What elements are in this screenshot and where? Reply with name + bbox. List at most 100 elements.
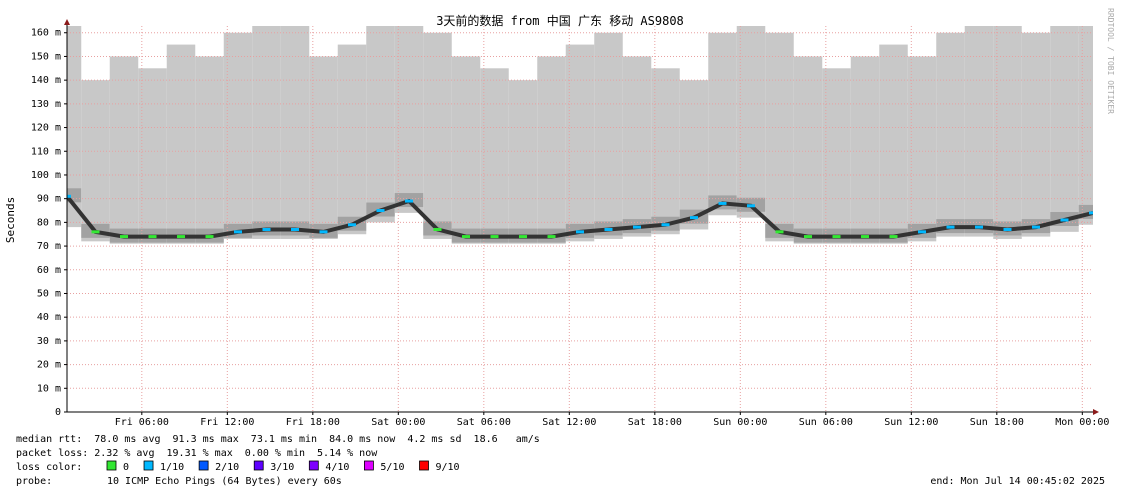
smoke-bar — [166, 44, 196, 244]
smoke-bar — [337, 44, 367, 235]
x-tick-label: Sun 18:00 — [970, 417, 1024, 428]
median-point — [234, 230, 242, 234]
median-point — [889, 235, 898, 239]
median-point — [633, 225, 641, 229]
loss-legend-entry: 4/10 — [325, 462, 349, 473]
median-point — [946, 225, 955, 229]
median-point — [861, 235, 869, 239]
axis-arrow — [64, 19, 70, 25]
median-point — [519, 235, 527, 239]
smoke-bar — [81, 80, 110, 242]
end-time: end: Mon Jul 14 00:45:02 2025 — [930, 476, 1105, 487]
x-tick-label: Sun 12:00 — [884, 417, 938, 428]
smoke-layer — [67, 26, 1093, 244]
smoke-bar — [1078, 26, 1093, 225]
y-axis-label: Seconds — [4, 197, 17, 243]
loss-legend-entry: 1/10 — [160, 462, 184, 473]
median-point — [1089, 211, 1093, 215]
y-tick-label: 50 m — [37, 288, 61, 299]
smoke-bar — [280, 26, 310, 239]
loss-swatch — [106, 460, 117, 471]
smoke-bar — [879, 44, 908, 244]
loss-swatch — [253, 460, 264, 471]
y-tick-label: 30 m — [37, 336, 61, 347]
smoke-bar — [765, 32, 794, 242]
median-point — [832, 235, 841, 239]
loss-swatch — [143, 460, 154, 471]
median-point — [433, 227, 442, 231]
median-point — [1032, 225, 1040, 229]
smoke-bar — [109, 56, 139, 244]
x-tick-label: Mon 00:00 — [1055, 417, 1109, 428]
median-point — [490, 235, 499, 239]
median-point — [804, 235, 812, 239]
y-tick-label: 70 m — [37, 241, 61, 252]
median-point — [975, 225, 983, 229]
median-point — [1060, 218, 1069, 222]
median-point — [405, 199, 413, 203]
median-point — [918, 230, 926, 234]
loss-swatch — [198, 460, 209, 471]
median-point — [177, 235, 185, 239]
x-tick-label: Fri 12:00 — [200, 417, 254, 428]
median-point — [462, 235, 470, 239]
median-point — [690, 216, 698, 220]
y-tick-label: 150 m — [31, 51, 61, 62]
median-point — [661, 223, 670, 227]
smoke-bar — [936, 32, 965, 237]
axis-arrow — [1093, 409, 1099, 415]
median-point — [604, 227, 613, 231]
y-tick-label: 120 m — [31, 123, 61, 134]
smoke-bar — [964, 26, 994, 237]
y-tick-label: 60 m — [37, 265, 61, 276]
x-tick-label: Sun 00:00 — [713, 417, 767, 428]
x-tick-label: Sat 18:00 — [628, 417, 682, 428]
smoke-bar — [907, 56, 937, 242]
median-point — [775, 230, 784, 234]
smoke-bar — [565, 44, 595, 242]
y-tick-label: 140 m — [31, 75, 61, 86]
stats-line: packet loss: 2.32 % avg 19.31 % max 0.00… — [16, 448, 378, 459]
x-tick-label: Sat 00:00 — [371, 417, 425, 428]
median-point — [91, 230, 100, 234]
y-tick-label: 90 m — [37, 194, 61, 205]
median-point — [319, 230, 328, 234]
y-tick-label: 110 m — [31, 146, 61, 157]
loss-legend-label: loss color: — [16, 462, 82, 473]
median-point — [718, 201, 727, 205]
smoke-bar — [366, 26, 395, 223]
y-tick-label: 160 m — [31, 28, 61, 39]
smoke-bar — [850, 56, 880, 244]
smoke-bar — [708, 32, 737, 216]
median-point — [67, 194, 71, 198]
smoke-bar — [822, 68, 851, 244]
watermark: RRDTOOL / TOBI OETIKER — [1106, 8, 1115, 114]
smoke-bar — [394, 26, 424, 213]
loss-legend-entry: 9/10 — [436, 462, 460, 473]
y-tick-label: 130 m — [31, 99, 61, 110]
x-tick-label: Sat 06:00 — [457, 417, 511, 428]
median-point — [547, 235, 556, 239]
y-tick-label: 20 m — [37, 360, 61, 371]
median-point — [205, 235, 214, 239]
y-tick-label: 10 m — [37, 383, 61, 394]
median-point — [376, 209, 385, 213]
median-point — [262, 227, 271, 231]
smoke-bar — [1021, 32, 1051, 237]
smoke-bar — [223, 32, 253, 239]
loss-swatch — [364, 460, 374, 471]
y-tick-label: 40 m — [37, 312, 61, 323]
median-point — [747, 204, 755, 208]
smoke-bar — [67, 26, 82, 228]
smoke-bar — [622, 56, 652, 237]
smoke-bar — [451, 56, 481, 244]
loss-swatch — [308, 460, 319, 471]
y-tick-label: 0 — [55, 407, 61, 418]
smoke-bar — [736, 26, 766, 218]
probe-label: probe: — [16, 476, 52, 487]
stats-line: median rtt: 78.0 ms avg 91.3 ms max 73.1… — [16, 434, 540, 445]
median-point — [1003, 227, 1012, 231]
smoke-bar — [508, 80, 538, 244]
smoke-bar — [309, 56, 338, 239]
